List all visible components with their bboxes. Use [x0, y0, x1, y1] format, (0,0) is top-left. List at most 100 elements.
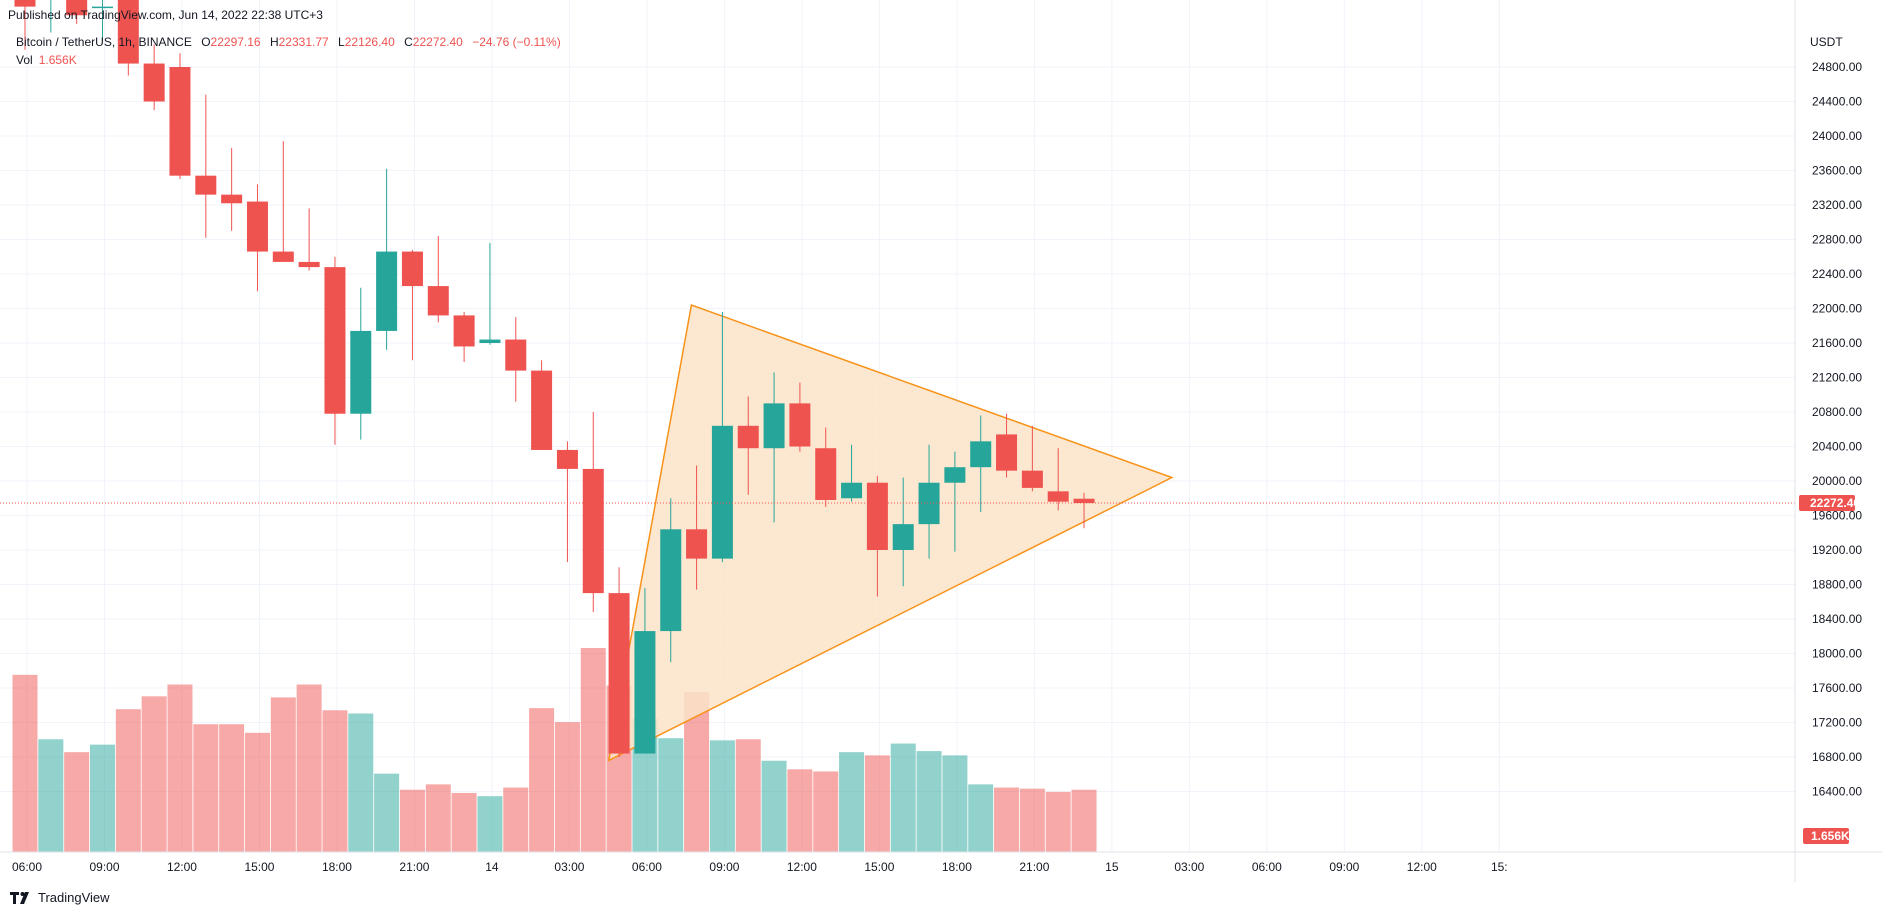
- volume-bar: [942, 755, 968, 852]
- price-tick-label: 24000.00: [1812, 129, 1862, 143]
- candle-body: [169, 67, 191, 176]
- candle-body: [996, 434, 1018, 471]
- time-tick-label: 15:00: [244, 860, 274, 874]
- volume-bar: [839, 752, 865, 852]
- volume-bar: [12, 674, 38, 852]
- volume-bar: [658, 738, 684, 852]
- candle-body: [1047, 491, 1069, 502]
- open-value: 22297.16: [210, 35, 261, 49]
- candle-body: [892, 524, 914, 550]
- time-tick-label: 14: [485, 860, 499, 874]
- candle-body: [272, 251, 294, 262]
- high-value: 22331.77: [278, 35, 329, 49]
- price-tick-label: 18400.00: [1812, 612, 1862, 626]
- candle-body: [686, 529, 708, 559]
- candle-body: [763, 403, 785, 449]
- candle-body: [324, 267, 346, 414]
- time-tick-label: 15:: [1491, 860, 1508, 874]
- volume-bar: [890, 743, 916, 852]
- price-tick-label: 24400.00: [1812, 95, 1862, 109]
- volume-bar: [348, 713, 374, 852]
- volume-bar: [503, 787, 529, 852]
- price-tick-label: 20400.00: [1812, 440, 1862, 454]
- price-tick-label: 16800.00: [1812, 750, 1862, 764]
- price-tick-label: 18800.00: [1812, 578, 1862, 592]
- volume-bar: [554, 722, 580, 852]
- candle-body: [505, 339, 527, 371]
- price-tick-label: 20800.00: [1812, 405, 1862, 419]
- low-value: 22126.40: [344, 35, 395, 49]
- triangle-pattern-shape: [607, 304, 1174, 762]
- time-tick-label: 18:00: [942, 860, 972, 874]
- volume-bar: [709, 740, 735, 852]
- candle-body: [66, 0, 88, 16]
- symbol-title[interactable]: Bitcoin / TetherUS, 1h, BINANCE: [16, 35, 192, 49]
- candle-body: [91, 6, 113, 9]
- price-axis[interactable]: 24800.00 24400.00 24000.00 23600.00 23200.00…: [1812, 60, 1862, 799]
- candle-body: [841, 482, 863, 499]
- candle-body: [453, 315, 475, 347]
- candle-body: [634, 631, 656, 754]
- currency-unit: USDT: [1810, 35, 1843, 49]
- tradingview-logo[interactable]: TradingView: [10, 890, 110, 905]
- volume-bar: [787, 769, 813, 852]
- time-axis[interactable]: 06:00 09:00 12:00 15:00 18:00 21:00 14 03:00 06:…: [12, 860, 1508, 874]
- brand-name: TradingView: [38, 890, 110, 905]
- time-tick-label: 12:00: [1407, 860, 1437, 874]
- candle-body: [789, 403, 811, 447]
- candle-body: [582, 468, 604, 594]
- time-tick-label: 09:00: [709, 860, 739, 874]
- candle-body: [531, 370, 553, 450]
- volume-legend-label: Vol: [16, 53, 33, 67]
- price-tick-label: 22800.00: [1812, 233, 1862, 247]
- volume-bar: [580, 648, 606, 852]
- time-tick-label: 12:00: [787, 860, 817, 874]
- low-label: L: [338, 35, 345, 49]
- volume-bar: [968, 784, 994, 852]
- volume-bar: [916, 751, 942, 852]
- time-tick-label: 15: [1105, 860, 1119, 874]
- volume-bars: [12, 648, 1097, 852]
- volume-label: 1.656K: [1811, 829, 1850, 843]
- price-tick-label: 22000.00: [1812, 302, 1862, 316]
- volume-legend[interactable]: Vol 1.656K: [16, 53, 77, 67]
- candlesticks[interactable]: [14, 0, 1095, 757]
- volume-bar: [735, 739, 761, 852]
- candle-body: [117, 0, 139, 64]
- candle-body: [479, 339, 501, 343]
- volume-bar: [994, 787, 1020, 852]
- volume-bar: [38, 739, 64, 852]
- volume-bar: [89, 744, 115, 852]
- time-tick-label: 06:00: [12, 860, 42, 874]
- pattern-triangle[interactable]: [607, 304, 1174, 762]
- price-tick-label: 24800.00: [1812, 60, 1862, 74]
- price-tick-label: 21600.00: [1812, 336, 1862, 350]
- time-tick-label: 09:00: [1329, 860, 1359, 874]
- tradingview-icon: [10, 891, 29, 904]
- volume-bar: [451, 792, 477, 852]
- volume-bar: [296, 684, 322, 852]
- last-price-label: 22272.40: [1810, 496, 1860, 510]
- time-tick-label: 09:00: [89, 860, 119, 874]
- time-tick-label: 03:00: [554, 860, 584, 874]
- time-tick-label: 15:00: [864, 860, 894, 874]
- ohlc-legend[interactable]: Bitcoin / TetherUS, 1h, BINANCE O22297.1…: [16, 35, 561, 49]
- price-tick-label: 22400.00: [1812, 267, 1862, 281]
- candle-body: [660, 529, 682, 632]
- volume-bar: [864, 755, 890, 852]
- last-price-tag: 22272.40: [1799, 495, 1860, 512]
- candle-body: [918, 482, 940, 525]
- candle-body: [221, 194, 243, 204]
- volume-bar: [374, 773, 400, 852]
- change-value: −24.76 (−0.11%): [472, 35, 561, 49]
- volume-bar: [529, 708, 555, 852]
- price-tick-label: 20000.00: [1812, 474, 1862, 488]
- price-tick-label: 17600.00: [1812, 681, 1862, 695]
- candle-body: [350, 330, 372, 414]
- volume-bar: [141, 696, 167, 852]
- volume-bar: [322, 710, 348, 852]
- volume-tag: 1.656K: [1803, 828, 1850, 844]
- high-label: H: [269, 35, 279, 49]
- volume-legend-value: 1.656K: [38, 53, 77, 67]
